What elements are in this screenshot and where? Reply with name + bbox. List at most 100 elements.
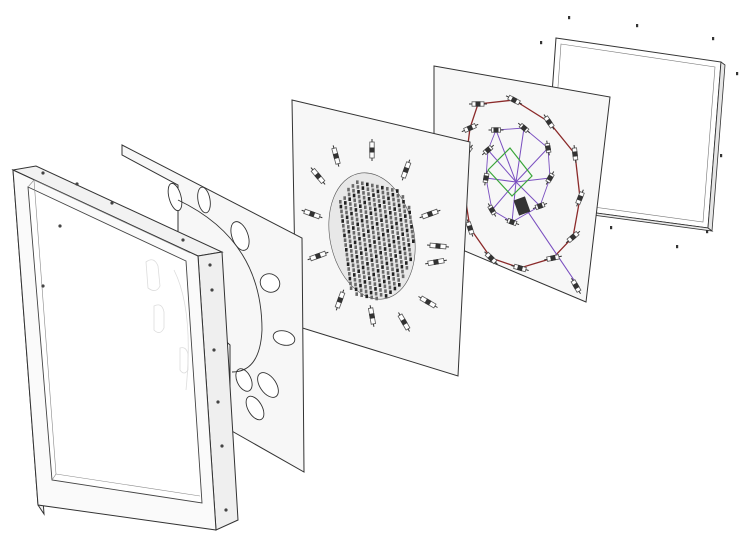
led-icon: [375, 296, 378, 301]
led-icon: [350, 253, 354, 258]
led-icon: [352, 268, 355, 272]
led-icon: [380, 255, 383, 260]
led-icon: [388, 285, 392, 290]
wire-spoke: [495, 129, 517, 183]
led-icon: [392, 235, 395, 239]
led-icon: [367, 234, 371, 238]
wire-inner-ring: [547, 147, 551, 179]
led-icon: [340, 214, 344, 218]
led-icon: [370, 216, 373, 220]
led-icon: [389, 215, 393, 220]
led-icon: [354, 287, 358, 292]
led-icon: [397, 198, 400, 203]
led-icon: [391, 192, 395, 197]
led-icon: [356, 180, 359, 184]
led-icon: [378, 204, 381, 208]
led-icon: [360, 293, 363, 297]
led-icon: [379, 213, 383, 218]
wiring-node-icon: [487, 203, 497, 217]
controller-chip-icon: [513, 196, 531, 216]
led-component-icon: [400, 159, 412, 181]
led-icon: [382, 237, 386, 242]
led-icon: [359, 246, 362, 251]
led-icon: [344, 243, 347, 247]
slot-cutout: [272, 330, 296, 346]
screw-icon: [736, 72, 739, 76]
led-icon: [365, 219, 369, 224]
led-icon: [363, 200, 366, 205]
led-icon: [374, 291, 378, 296]
led-icon: [398, 250, 402, 255]
led-icon: [380, 218, 383, 222]
wire-spoke: [487, 149, 517, 183]
screw-icon: [636, 24, 639, 28]
led-icon: [355, 250, 358, 254]
led-icon: [391, 272, 395, 276]
led-icon: [396, 189, 399, 193]
led-icon: [369, 248, 372, 253]
led-icon: [377, 236, 381, 241]
led-icon: [386, 191, 390, 196]
led-icon: [348, 197, 351, 201]
led-icon: [392, 239, 396, 244]
connector-icon: [570, 277, 582, 295]
led-icon: [379, 293, 383, 297]
wiring-node-icon: [543, 114, 555, 130]
screw-icon: [110, 201, 114, 205]
led-icon: [398, 208, 401, 212]
led-icon: [403, 209, 406, 214]
led-icon: [343, 196, 346, 200]
led-icon: [392, 277, 395, 281]
led-icon: [360, 218, 364, 223]
led-icon: [365, 257, 369, 261]
led-icon: [371, 225, 374, 230]
led-icon: [365, 252, 368, 256]
led-icon: [357, 269, 360, 273]
led-icon: [358, 279, 362, 283]
led-component-icon: [369, 139, 375, 161]
led-component-icon: [310, 167, 326, 185]
led-icon: [363, 280, 367, 284]
wiring-node-icon: [469, 101, 487, 107]
wiring-node-icon: [461, 123, 479, 133]
wiring-node-icon: [545, 171, 555, 185]
led-icon: [378, 241, 381, 245]
led-component-icon: [426, 242, 450, 250]
led-icon: [370, 221, 374, 225]
led-icon: [357, 227, 360, 231]
led-icon: [405, 266, 409, 270]
led-icon: [368, 276, 371, 280]
led-icon: [391, 267, 394, 272]
wiring-components: [460, 94, 585, 295]
led-icon: [363, 242, 367, 247]
led-icon: [350, 249, 353, 253]
led-icon: [408, 210, 411, 215]
led-icon: [379, 250, 382, 255]
led-icon: [366, 182, 369, 187]
led-icon: [378, 283, 382, 287]
led-icon: [353, 273, 356, 277]
led-icon: [384, 289, 387, 293]
led-icon: [348, 234, 351, 239]
led-icon: [393, 244, 396, 249]
led-icon: [347, 192, 351, 197]
led-icon: [383, 242, 386, 246]
led-icon: [360, 251, 363, 255]
led-icon: [354, 282, 357, 287]
screw-icon: [568, 16, 571, 20]
screw-icon: [181, 238, 185, 242]
screw-icon: [224, 508, 228, 512]
led-icon: [347, 187, 350, 192]
led-icon: [346, 262, 350, 266]
led-icon: [342, 224, 345, 228]
led-icon: [356, 185, 360, 189]
led-icon: [363, 238, 366, 242]
led-icon: [387, 238, 391, 243]
led-component-icon: [419, 208, 441, 220]
led-icon: [361, 260, 364, 265]
led-icon: [399, 218, 403, 222]
led-icon: [364, 284, 367, 289]
led-icon: [349, 244, 352, 248]
led-icon: [386, 271, 390, 275]
led-icon: [370, 258, 374, 262]
